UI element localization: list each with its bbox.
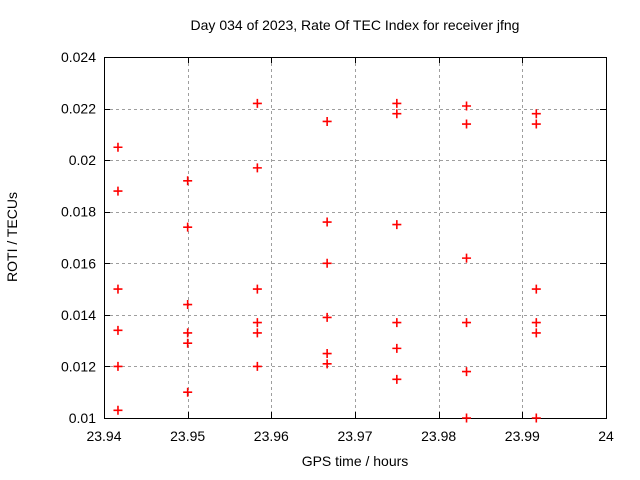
data-point-marker	[252, 361, 262, 371]
data-points-layer	[113, 98, 541, 423]
data-point-marker	[531, 328, 541, 338]
data-point-marker	[183, 328, 193, 338]
y-axis-label: ROTI / TECUs	[4, 192, 20, 282]
data-point-marker	[322, 359, 332, 369]
y-tick-label: 0.02	[69, 152, 96, 168]
plot-border	[104, 57, 607, 419]
y-tick-label: 0.022	[61, 101, 96, 117]
data-point-marker	[113, 405, 123, 415]
data-point-marker	[252, 318, 262, 328]
data-point-marker	[531, 413, 541, 423]
data-point-marker	[531, 318, 541, 328]
data-point-marker	[462, 253, 472, 263]
y-tick-label: 0.01	[69, 410, 96, 426]
chart-title: Day 034 of 2023, Rate Of TEC Index for r…	[191, 17, 520, 33]
data-point-marker	[392, 343, 402, 353]
data-point-marker	[392, 318, 402, 328]
data-point-marker	[392, 109, 402, 119]
y-tick-label: 0.016	[61, 255, 96, 271]
data-point-marker	[183, 387, 193, 397]
x-tick-label: 24	[598, 428, 614, 444]
data-point-marker	[183, 222, 193, 232]
data-point-marker	[462, 318, 472, 328]
data-point-marker	[252, 98, 262, 108]
y-tick-label: 0.014	[61, 307, 96, 323]
x-tick-label: 23.95	[170, 428, 205, 444]
x-tick-label: 23.99	[505, 428, 540, 444]
data-point-marker	[113, 142, 123, 152]
data-point-marker	[462, 101, 472, 111]
x-tick-label: 23.94	[86, 428, 121, 444]
data-point-marker	[113, 325, 123, 335]
data-point-marker	[183, 300, 193, 310]
grid-layer	[104, 57, 606, 418]
x-tick-label: 23.96	[254, 428, 289, 444]
data-point-marker	[252, 328, 262, 338]
x-axis-label: GPS time / hours	[302, 453, 409, 469]
data-point-marker	[113, 361, 123, 371]
data-point-marker	[322, 217, 332, 227]
x-tick-label: 23.98	[421, 428, 456, 444]
data-point-marker	[392, 374, 402, 384]
data-point-marker	[113, 186, 123, 196]
y-tick-label: 0.018	[61, 204, 96, 220]
data-point-marker	[531, 284, 541, 294]
data-point-marker	[462, 413, 472, 423]
data-point-marker	[322, 116, 332, 126]
data-point-marker	[462, 367, 472, 377]
data-point-marker	[183, 176, 193, 186]
y-tick-label: 0.012	[61, 358, 96, 374]
data-point-marker	[252, 163, 262, 173]
data-point-marker	[252, 284, 262, 294]
data-point-marker	[183, 338, 193, 348]
data-point-marker	[531, 109, 541, 119]
data-point-marker	[531, 119, 541, 129]
data-point-marker	[113, 284, 123, 294]
tick-label-layer: 23.94 23.95 23.96 23.97 23.98 23.99 24 0.01 0.01…	[61, 49, 614, 444]
data-point-marker	[392, 220, 402, 230]
data-point-marker	[392, 98, 402, 108]
data-point-marker	[322, 349, 332, 359]
data-point-marker	[462, 119, 472, 129]
data-point-marker	[322, 312, 332, 322]
axis-layer	[104, 57, 607, 419]
y-tick-label: 0.024	[61, 49, 96, 65]
data-point-marker	[322, 258, 332, 268]
x-tick-label: 23.97	[337, 428, 372, 444]
